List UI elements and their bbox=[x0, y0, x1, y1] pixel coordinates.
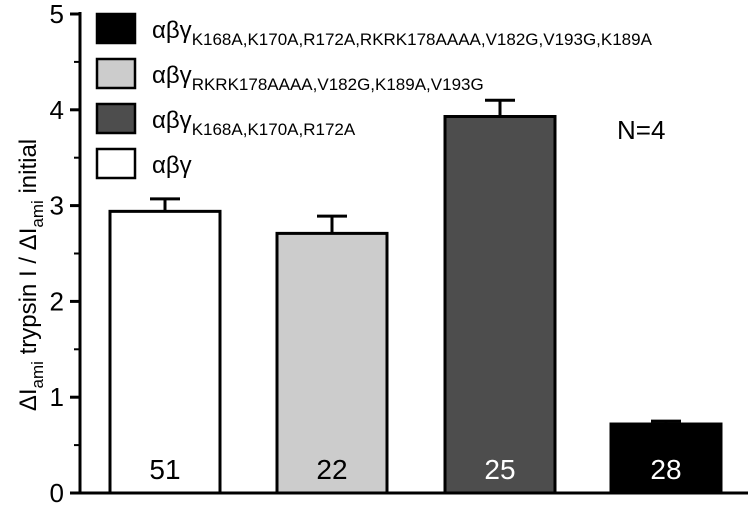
legend-label-subscript: K168A,K170A,R172A bbox=[192, 120, 356, 139]
y-tick-label: 4 bbox=[50, 95, 64, 125]
legend-label: αβγ bbox=[152, 152, 192, 179]
y-tick-label: 5 bbox=[50, 0, 64, 29]
y-tick-label: 2 bbox=[50, 286, 64, 316]
legend-label-base: αβγ bbox=[152, 152, 192, 179]
sample-size-annotation: N=4 bbox=[617, 115, 665, 145]
bars: 51 22 25 28 bbox=[108, 98, 723, 495]
y-title-text: initial bbox=[15, 139, 42, 200]
bar bbox=[609, 422, 723, 495]
legend-label-subscript: K168A,K170A,R172A,RKRK178AAAA,V182G,V193… bbox=[192, 30, 653, 49]
legend-label: αβγRKRK178AAAA,V182G,K189A,V193G bbox=[152, 62, 484, 94]
legend-swatch bbox=[95, 12, 137, 45]
legend-swatch bbox=[95, 147, 137, 180]
y-tick-label: 1 bbox=[50, 382, 64, 412]
legend-label-base: αβγ bbox=[152, 62, 192, 89]
legend-label-base: αβγ bbox=[152, 107, 192, 134]
y-title-subscript: ami bbox=[28, 200, 47, 227]
bar-count-label: 25 bbox=[484, 454, 515, 485]
y-title-text: ΔI bbox=[15, 388, 42, 411]
legend-swatch bbox=[95, 57, 137, 90]
legend-label: αβγK168A,K170A,R172A bbox=[152, 107, 356, 139]
bar-count-label: 28 bbox=[650, 454, 681, 485]
legend-label-base: αβγ bbox=[152, 17, 192, 44]
legend-label: αβγK168A,K170A,R172A,RKRK178AAAA,V182G,V… bbox=[152, 17, 653, 49]
bar bbox=[275, 231, 389, 495]
legend-swatch bbox=[95, 102, 137, 135]
bar-count-label: 22 bbox=[316, 454, 347, 485]
legend: αβγK168A,K170A,R172A,RKRK178AAAA,V182G,V… bbox=[95, 12, 653, 180]
bar bbox=[443, 115, 557, 495]
y-tick-label: 0 bbox=[50, 478, 64, 507]
y-axis-title: ΔIami trypsin I / ΔIami initial bbox=[15, 139, 47, 411]
bar bbox=[108, 209, 222, 495]
y-tick-label: 3 bbox=[50, 191, 64, 221]
y-title-text: trypsin I / ΔI bbox=[15, 228, 42, 361]
bar-count-label: 51 bbox=[149, 454, 180, 485]
y-title-subscript: ami bbox=[28, 361, 47, 388]
legend-label-subscript: RKRK178AAAA,V182G,K189A,V193G bbox=[192, 75, 484, 94]
